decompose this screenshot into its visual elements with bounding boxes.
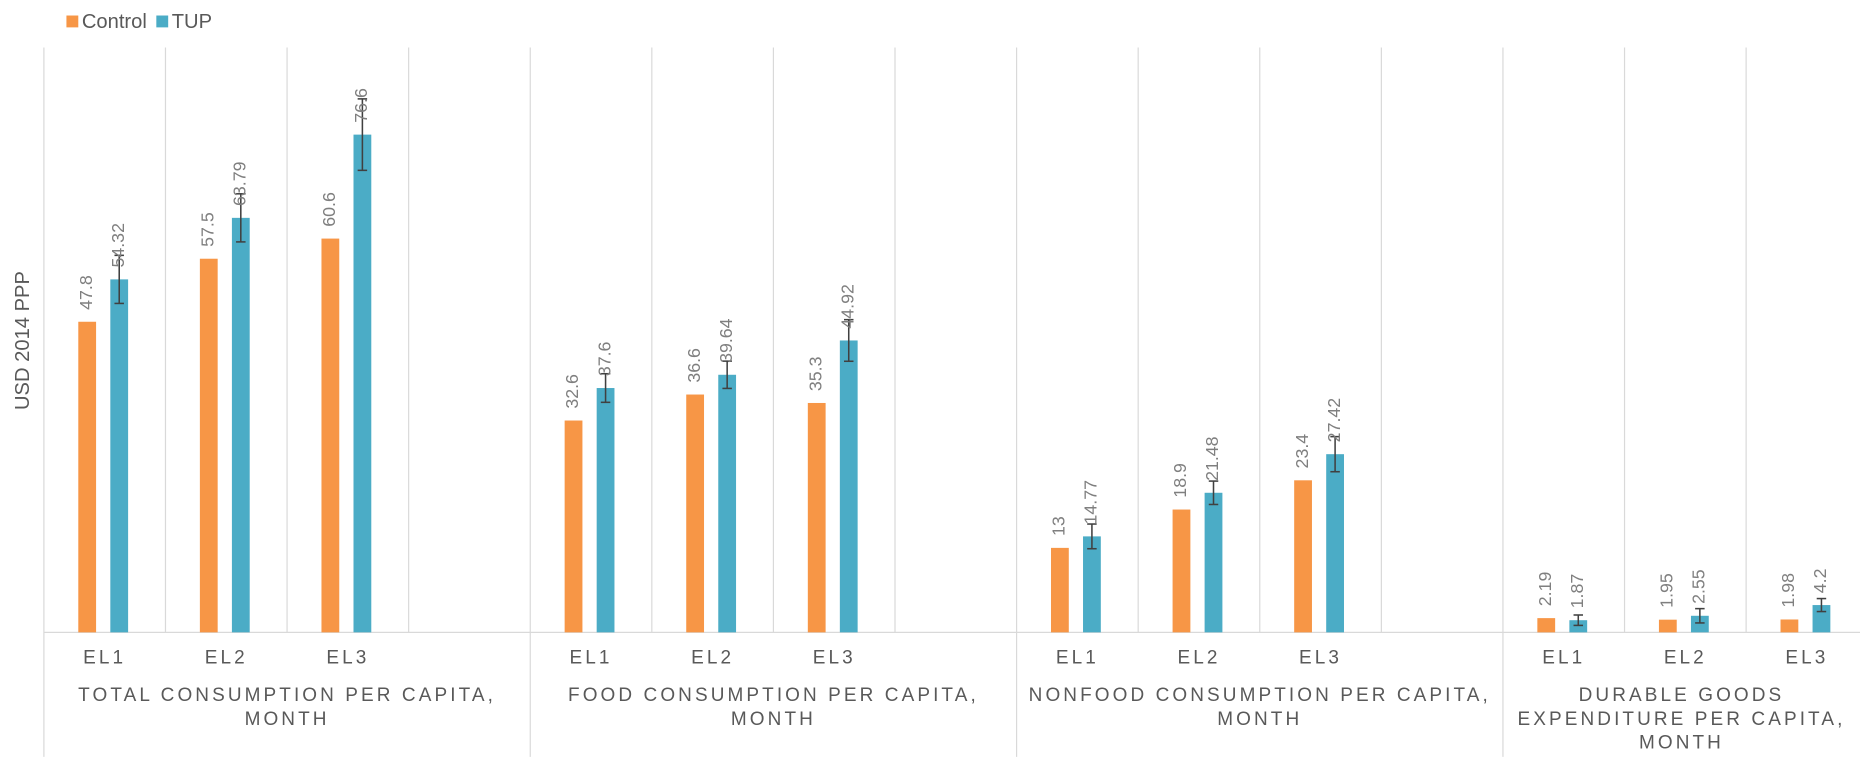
data-label: 39.64 — [716, 318, 736, 363]
group-label-box: TOTAL CONSUMPTION PER CAPITA, MONTH — [78, 685, 496, 730]
x-tick-label: EL1 — [1542, 647, 1585, 668]
bar — [839, 340, 858, 633]
bar — [564, 420, 583, 633]
error-bar — [357, 98, 368, 172]
data-label: 18.9 — [1170, 463, 1190, 498]
bar — [78, 321, 97, 633]
error-bar — [236, 193, 246, 243]
bar — [1050, 547, 1069, 633]
bar — [353, 134, 372, 633]
bar — [686, 394, 705, 633]
x-tick-label: EL2 — [1177, 647, 1220, 668]
bar — [1690, 615, 1709, 633]
error-bar — [1695, 607, 1705, 624]
bar — [718, 374, 737, 633]
bar — [321, 238, 340, 633]
data-label: 2.19 — [1535, 572, 1555, 607]
group-label-box: NONFOOD CONSUMPTION PER CAPITA, MONTH — [1028, 685, 1491, 730]
error-bar — [722, 360, 732, 390]
group-label-box: FOOD CONSUMPTION PER CAPITA, MONTH — [568, 685, 979, 730]
bar — [1294, 480, 1312, 633]
legend-label: Control — [82, 11, 147, 33]
data-label: 36.6 — [684, 348, 704, 383]
data-label: 1.95 — [1657, 573, 1677, 608]
x-tick-label: EL1 — [83, 647, 126, 668]
error-bar — [1816, 597, 1827, 613]
x-tick-label: EL2 — [691, 647, 734, 668]
data-label: 54.32 — [108, 223, 128, 268]
group-label: TOTAL CONSUMPTION PER CAPITA, MONTH — [78, 685, 496, 730]
bar — [807, 402, 826, 633]
bar — [1658, 619, 1677, 633]
data-label: 14.77 — [1081, 480, 1101, 525]
bar — [1172, 509, 1191, 633]
x-tick-label: EL2 — [1664, 647, 1707, 668]
x-tick-label: EL1 — [570, 647, 613, 668]
x-tick-label: EL3 — [1785, 647, 1828, 668]
x-tick-label: EL3 — [326, 647, 369, 668]
bar — [1537, 618, 1556, 633]
data-label: 57.5 — [197, 212, 217, 247]
error-bar — [114, 254, 124, 305]
data-label: 76.6 — [351, 88, 371, 123]
group-label: DURABLE GOODS EXPENDITURE PER CAPITA, MO… — [1517, 685, 1846, 754]
data-label: 21.48 — [1202, 436, 1222, 481]
bar — [1083, 536, 1101, 633]
data-label: 4.2 — [1810, 568, 1830, 593]
error-bar — [1573, 614, 1584, 627]
data-label: 63.79 — [230, 161, 250, 206]
data-label: 44.92 — [837, 284, 857, 329]
y-axis-label: USD 2014 PPP — [12, 271, 34, 410]
data-label: 60.6 — [319, 192, 339, 227]
x-tick-label: EL2 — [205, 647, 248, 668]
error-bar — [1208, 480, 1219, 506]
bar — [199, 258, 218, 633]
data-label: 37.6 — [594, 341, 614, 376]
error-bar — [843, 318, 854, 363]
bar — [1326, 454, 1344, 633]
x-tick-label: EL3 — [1299, 647, 1342, 668]
error-bar — [1330, 435, 1340, 473]
data-label: 2.55 — [1689, 569, 1709, 604]
x-tick-label: EL3 — [813, 647, 856, 668]
data-label: 35.3 — [805, 356, 825, 391]
bar — [1204, 492, 1223, 633]
group-label: NONFOOD CONSUMPTION PER CAPITA, MONTH — [1028, 685, 1491, 730]
error-bar — [600, 372, 611, 404]
data-label: 27.42 — [1324, 398, 1344, 443]
bar — [231, 217, 250, 633]
bar — [1780, 619, 1799, 633]
data-label: 1.87 — [1567, 574, 1587, 609]
bar — [110, 279, 129, 633]
data-label: 13 — [1049, 516, 1069, 536]
data-label: 23.4 — [1292, 434, 1312, 469]
bar — [596, 388, 615, 633]
group-label-box: DURABLE GOODS EXPENDITURE PER CAPITA, MO… — [1517, 685, 1846, 754]
data-label: 32.6 — [562, 374, 582, 409]
legend-label: TUP — [172, 11, 212, 33]
data-label: 1.98 — [1778, 573, 1798, 608]
legend-swatch — [156, 15, 169, 28]
group-label: FOOD CONSUMPTION PER CAPITA, MONTH — [568, 685, 979, 730]
bar — [1569, 620, 1588, 633]
legend-swatch — [66, 15, 79, 28]
error-bar — [1087, 523, 1097, 550]
data-label: 47.8 — [76, 275, 96, 310]
x-tick-label: EL1 — [1056, 647, 1099, 668]
